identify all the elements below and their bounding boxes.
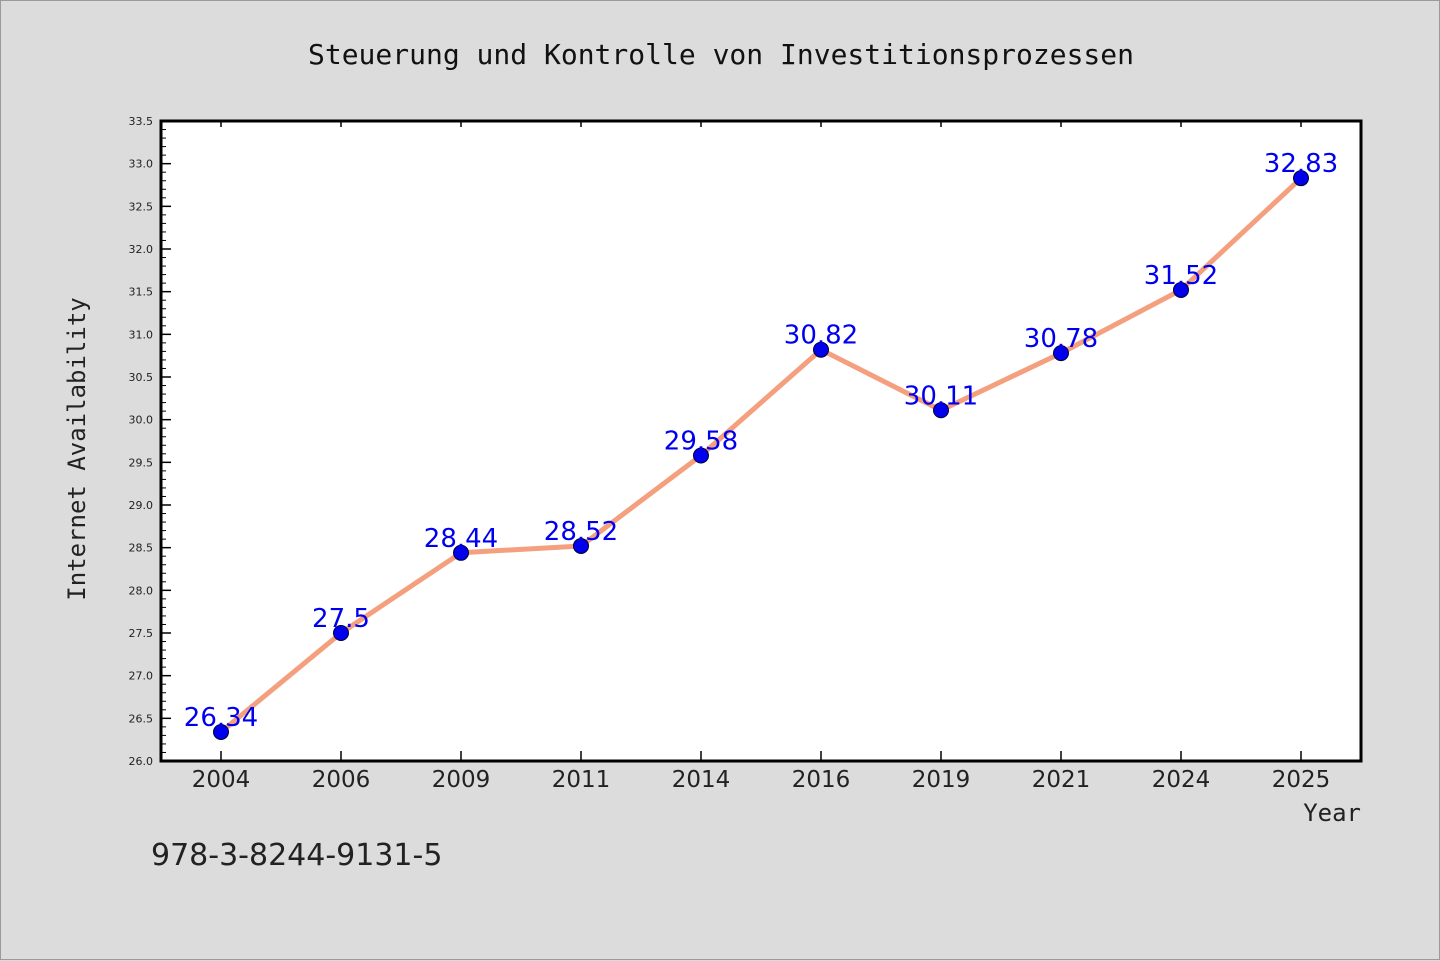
x-tick-label: 2009 <box>432 767 491 793</box>
y-tick-label: 29.5 <box>129 456 154 469</box>
data-point <box>453 544 469 561</box>
data-label: 28.44 <box>424 524 498 554</box>
data-label: 30.11 <box>904 381 978 411</box>
x-tick-label: 2019 <box>912 767 971 793</box>
series-line <box>219 176 1303 734</box>
x-tick-label: 2004 <box>192 767 251 793</box>
x-tick-label: 2016 <box>792 767 851 793</box>
data-point <box>813 341 829 358</box>
x-tick-label: 2025 <box>1272 767 1331 793</box>
data-point <box>333 625 349 641</box>
data-point <box>1293 170 1309 187</box>
y-tick-label: 30.0 <box>129 414 154 427</box>
y-tick-label: 26.5 <box>129 712 154 725</box>
y-tick-label: 33.5 <box>129 115 154 128</box>
data-label: 30.78 <box>1024 324 1098 354</box>
y-axis-label: Internet Availability <box>63 297 91 600</box>
data-label: 30.82 <box>784 321 858 351</box>
chart-title: Steuerung und Kontrolle von Investitions… <box>308 38 1134 71</box>
y-tick-label: 31.0 <box>129 328 154 341</box>
x-tick-label: 2024 <box>1152 767 1211 793</box>
y-tick-label: 29.0 <box>129 499 154 512</box>
x-axis: 2004 2006 2009 2011 2014 2016 2019 2021 2024 2025 <box>192 121 1331 793</box>
series-markers <box>213 170 1309 740</box>
data-point <box>1053 345 1069 362</box>
data-point <box>933 402 949 419</box>
data-label: 27.5 <box>312 604 370 634</box>
plot-area <box>159 119 1363 763</box>
y-tick-label: 28.0 <box>129 584 154 597</box>
y-tick-label: 32.5 <box>129 200 154 213</box>
x-axis-label: Year <box>1303 799 1361 827</box>
data-point <box>213 723 229 740</box>
y-tick-label: 27.0 <box>129 670 154 683</box>
data-point <box>693 447 709 464</box>
y-tick-label: 26.0 <box>129 755 154 768</box>
x-tick-label: 2011 <box>552 767 611 793</box>
y-tick-label: 31.5 <box>129 286 154 299</box>
y-tick-label: 32.0 <box>129 243 154 256</box>
data-label: 26.34 <box>184 703 258 733</box>
y-tick-label: 28.5 <box>129 542 154 555</box>
y-tick-label: 33.0 <box>129 158 154 171</box>
data-point <box>1173 281 1189 298</box>
isbn-annotation: 978-3-8244-9131-5 <box>151 838 442 873</box>
data-label: 28.52 <box>544 517 618 547</box>
data-labels: 26.34 27.5 28.44 28.52 29.58 30.82 30.11 30.78 3… <box>184 149 1338 733</box>
x-tick-label: 2021 <box>1032 767 1091 793</box>
data-point <box>573 537 589 554</box>
y-tick-label: 30.5 <box>129 371 154 384</box>
data-label: 32.83 <box>1264 149 1338 179</box>
x-tick-label: 2006 <box>312 767 371 793</box>
y-tick-label: 27.5 <box>129 627 154 640</box>
x-tick-label: 2014 <box>672 767 731 793</box>
data-label: 29.58 <box>664 427 738 457</box>
y-axis: 26.0 26.5 27.0 27.5 28.0 28.5 29.0 29.5 30.0 30.5… <box>129 115 171 768</box>
data-label: 31.52 <box>1144 261 1218 291</box>
